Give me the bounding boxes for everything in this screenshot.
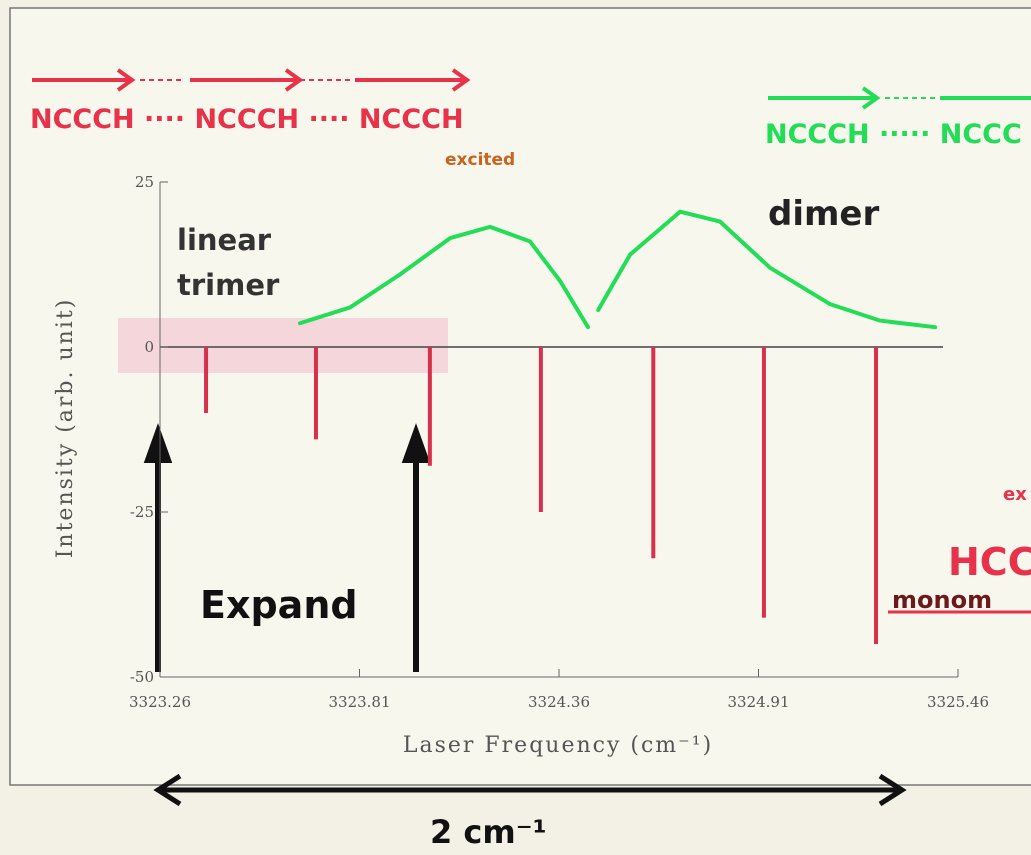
x-tick-label: 3323.26 <box>129 693 191 711</box>
x-tick-label: 3324.91 <box>727 693 789 711</box>
x-tick-label: 3323.81 <box>328 693 390 711</box>
series-label: dimer <box>768 194 879 234</box>
envelope <box>298 209 938 330</box>
red-arrows <box>32 68 471 92</box>
y-tick-label: 0 <box>144 338 154 356</box>
frame <box>9 7 1031 786</box>
series-label: monom <box>892 586 992 614</box>
annotation: Expand <box>200 583 358 627</box>
x-axis-label: Laser Frequency (cm⁻¹) <box>403 733 713 758</box>
smear <box>118 318 448 373</box>
black-arrows <box>143 423 907 807</box>
annotation: NCCCH ····· NCCC <box>765 119 1022 150</box>
y-axis-label: Intensity (arb. unit) <box>53 298 78 559</box>
annotation: linear <box>177 223 272 257</box>
x-tick-label: 3325.46 <box>927 693 989 711</box>
annotation: NCCCH ···· NCCCH ···· NCCCH <box>30 104 464 135</box>
annotation: trimer <box>177 268 280 302</box>
green-arrows <box>768 86 1031 110</box>
annotation: 2 cm⁻¹ <box>430 813 547 851</box>
x-tick-label: 3324.36 <box>528 693 590 711</box>
annotation: excited <box>445 150 515 170</box>
y-tick-label: -25 <box>130 503 154 521</box>
y-tick-label: 25 <box>135 173 154 191</box>
annotation: HCC <box>948 540 1031 584</box>
y-tick-label: -50 <box>130 668 154 686</box>
annotation: ex <box>1003 484 1027 505</box>
